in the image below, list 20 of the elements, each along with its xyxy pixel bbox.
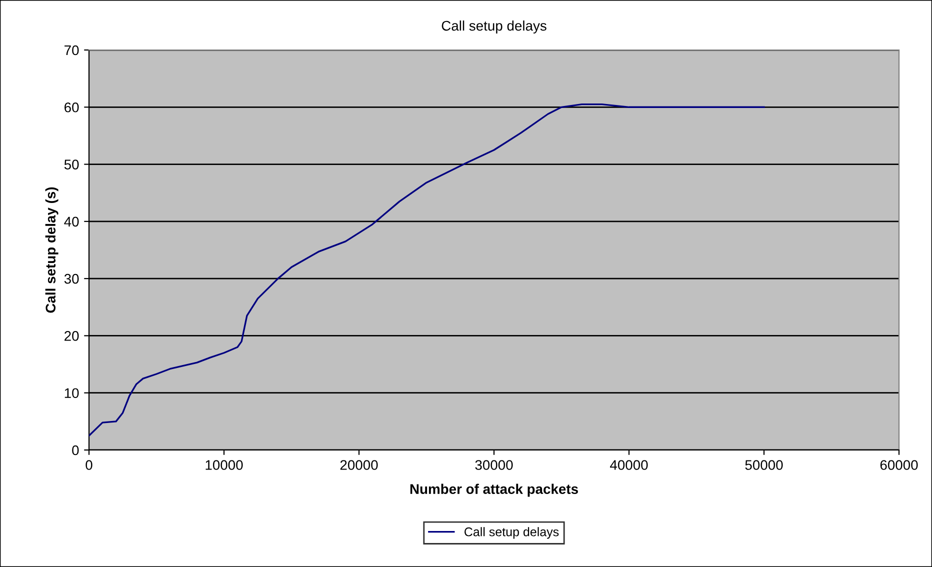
- x-tick-label: 0: [86, 460, 92, 470]
- y-axis-title: Call setup delay (s): [45, 187, 58, 313]
- x-tick-label: 60000: [880, 460, 918, 470]
- x-tick-label: 10000: [206, 460, 243, 470]
- y-tick-label: 10: [64, 388, 79, 398]
- y-tick-label: 40: [64, 216, 79, 227]
- x-tick-label: 50000: [745, 460, 783, 470]
- x-tick-label: 40000: [610, 460, 648, 470]
- line-series: [89, 103, 765, 437]
- chart-title: Call setup delays: [442, 20, 546, 34]
- x-tick-label: 20000: [340, 460, 378, 470]
- x-axis-title: Number of attack packets: [410, 484, 578, 497]
- y-tick-label: 20: [64, 331, 79, 341]
- y-tick-label: 0: [72, 445, 79, 456]
- y-tick-label: 30: [64, 274, 79, 284]
- y-tick-label: 70: [64, 45, 79, 56]
- y-tick-label: 50: [64, 160, 79, 170]
- y-tick-label: 60: [64, 102, 79, 112]
- legend-label: Call setup delays: [464, 527, 559, 539]
- x-tick-label: 30000: [475, 460, 513, 470]
